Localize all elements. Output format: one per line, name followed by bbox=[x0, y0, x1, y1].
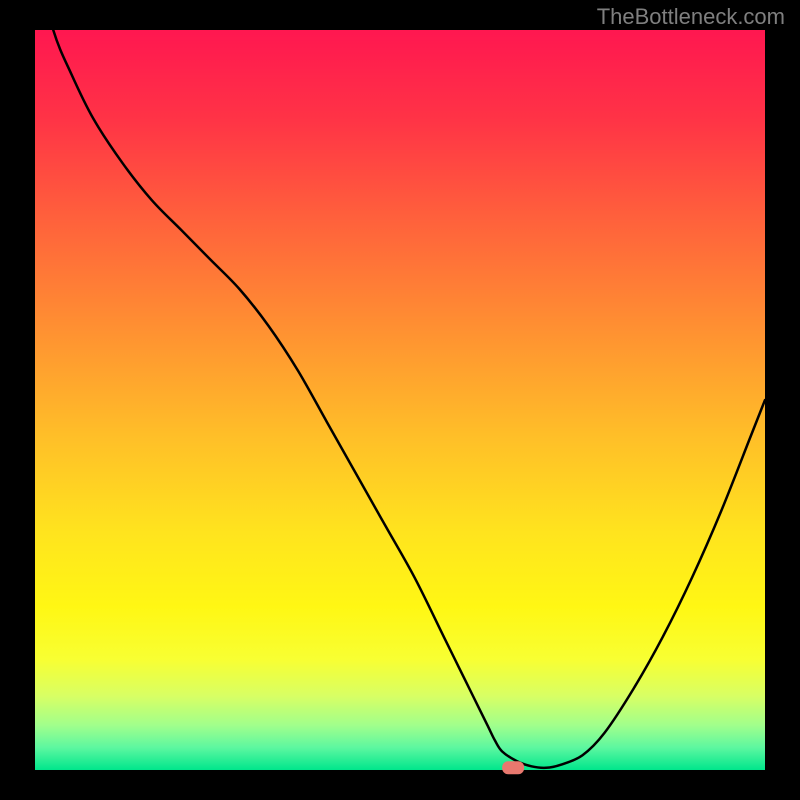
bottleneck-marker bbox=[502, 761, 524, 774]
chart-background-gradient bbox=[35, 30, 765, 770]
watermark-text: TheBottleneck.com bbox=[597, 4, 785, 30]
bottleneck-chart bbox=[0, 0, 800, 800]
